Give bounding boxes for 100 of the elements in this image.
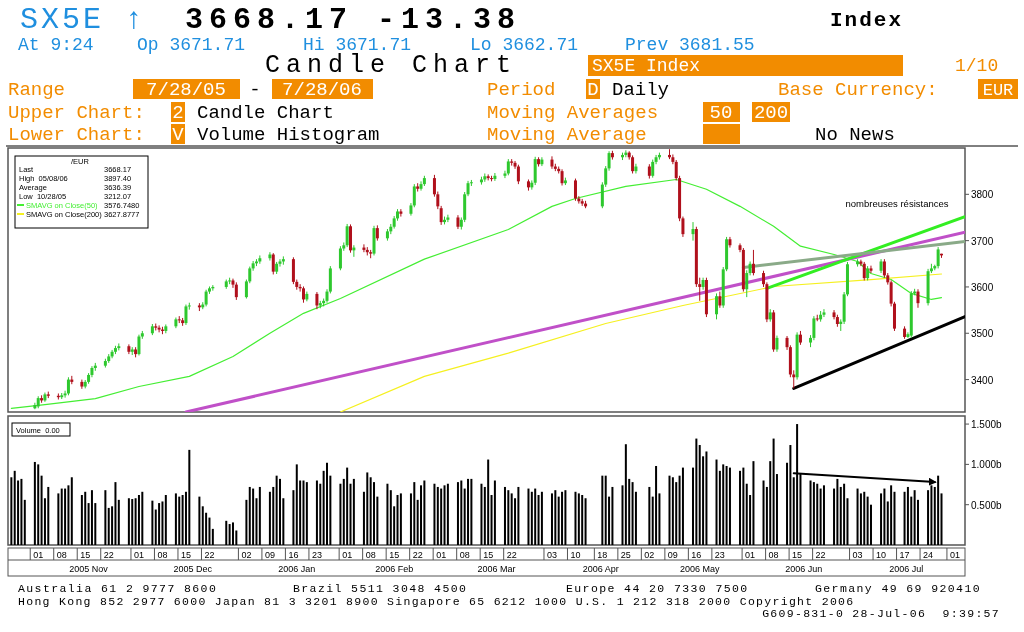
text: Australia 61 2 9777 8600 [18, 582, 218, 595]
text: 7/28/05 [146, 79, 226, 101]
bar [47, 486, 50, 545]
x-tick-label: 22 [103, 550, 114, 560]
text: Moving Average [487, 124, 647, 146]
bar [326, 462, 328, 545]
bar [880, 493, 883, 545]
bar [174, 493, 177, 545]
x-tick-label: 24 [923, 550, 934, 560]
text: Base Currency: [778, 79, 938, 101]
bar [80, 495, 83, 545]
text: Period [487, 79, 556, 101]
text: Prev 3681.55 [625, 35, 755, 55]
bar [117, 499, 120, 545]
bar [534, 488, 537, 545]
bar [352, 478, 355, 545]
y-tick-label: 3500 [971, 328, 994, 340]
bar [812, 482, 815, 545]
x-tick-label: 08 [768, 550, 779, 560]
x-tick-label: 15 [180, 550, 191, 560]
x-tick-label: 10 [570, 550, 581, 560]
bar [141, 491, 144, 545]
x-tick-label: 16 [288, 550, 299, 560]
text: 2005 Dec [173, 564, 213, 574]
x-tick-label: 22 [204, 550, 215, 560]
candlestick [66, 376, 70, 396]
bar [268, 491, 271, 545]
bar [433, 483, 436, 545]
text: 2006 Jul [889, 564, 924, 574]
x-tick-label: 08 [56, 550, 67, 560]
text: Candle Chart [197, 102, 334, 124]
x-tick-label: 01 [342, 550, 353, 560]
bar [906, 486, 909, 545]
candlestick [533, 156, 537, 186]
text: - [249, 79, 261, 101]
bar [161, 501, 164, 545]
text: Upper Chart: [8, 102, 145, 124]
bar [436, 486, 439, 545]
bar [836, 478, 839, 545]
bar [252, 488, 255, 545]
text: 2006 Apr [582, 564, 619, 574]
bar [577, 493, 580, 545]
x-tick-label: 01 [133, 550, 144, 560]
bar [23, 499, 26, 545]
bar [564, 490, 567, 545]
text: 50 [709, 102, 733, 124]
text: 2006 Feb [375, 564, 414, 574]
x-tick-label: 01 [745, 550, 756, 560]
text: Lower Chart: [8, 124, 145, 146]
bar [369, 477, 372, 545]
bar [883, 488, 886, 545]
bar [228, 524, 231, 545]
bar [33, 461, 36, 545]
x-tick-label: 01 [436, 550, 447, 560]
bar [151, 500, 154, 545]
bar [90, 490, 93, 545]
text: Germany 49 69 920410 [815, 582, 982, 595]
candlestick [631, 154, 635, 174]
text: Index [830, 9, 904, 32]
bar [245, 499, 248, 545]
text: 3668.17 -13.38 [185, 3, 522, 37]
bar [201, 506, 204, 545]
text: Daily [612, 79, 670, 101]
bar [127, 498, 130, 545]
bar [752, 461, 755, 545]
bar [302, 480, 305, 545]
bar [420, 485, 423, 545]
bar [137, 495, 140, 545]
bar [695, 438, 698, 545]
bar [487, 459, 490, 545]
bar [211, 528, 214, 545]
x-tick-label: 08 [365, 550, 376, 560]
bar [37, 464, 40, 545]
bar [668, 475, 671, 545]
bar [10, 477, 13, 545]
bar [114, 482, 117, 545]
bar [386, 483, 389, 545]
bar [399, 493, 402, 545]
bar [446, 483, 449, 545]
bar [57, 493, 60, 545]
bar [859, 493, 862, 545]
text: 7/28/06 [282, 79, 362, 101]
bar [631, 482, 634, 545]
bar [456, 482, 459, 545]
bar [540, 491, 543, 545]
x-tick-label: 18 [597, 550, 608, 560]
bar [188, 449, 191, 545]
bar [158, 503, 161, 545]
x-tick-label: 15 [389, 550, 400, 560]
bar [480, 483, 483, 545]
bar [460, 480, 463, 545]
x-tick-label: 08 [157, 550, 168, 560]
bar [843, 483, 846, 545]
bar [581, 495, 584, 545]
bar [769, 461, 772, 545]
bar [178, 496, 181, 545]
y-tick-label: 3400 [971, 374, 994, 386]
bar [705, 451, 708, 545]
bar [822, 485, 825, 545]
text: 2005 Nov [69, 564, 109, 574]
